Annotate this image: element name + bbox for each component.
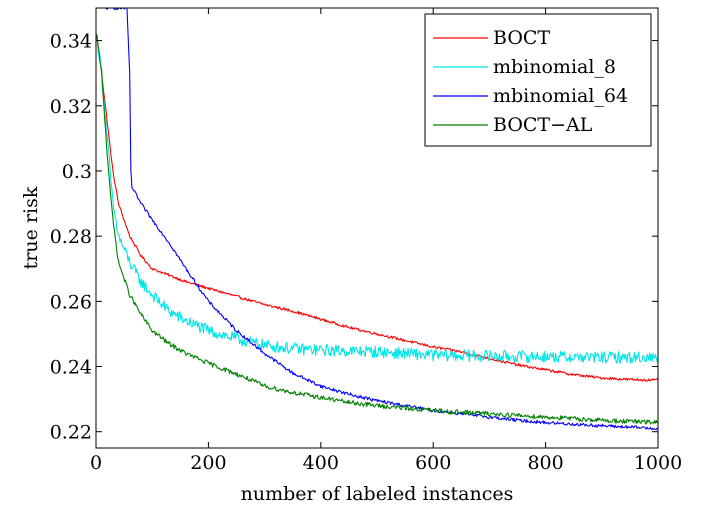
- x-tick-label: 800: [527, 452, 563, 474]
- plot-frame: [95, 7, 659, 449]
- legend: BOCT mbinomial_8 mbinomial_64 BOCT−AL: [424, 13, 652, 147]
- legend-label: BOCT: [493, 27, 550, 49]
- x-tick-label: 0: [90, 452, 102, 474]
- x-axis-label: number of labeled instances: [241, 483, 514, 505]
- series-line: [102, 8, 658, 431]
- x-tick-label: 1000: [634, 452, 682, 474]
- x-axis-ticks: 0 200 400 600 800 1000: [90, 8, 682, 474]
- y-tick-label: 0.28: [50, 226, 92, 248]
- legend-label: BOCT−AL: [493, 114, 593, 136]
- x-tick-label: 200: [190, 452, 226, 474]
- x-tick-label: 400: [303, 452, 339, 474]
- legend-label: mbinomial_64: [493, 85, 628, 107]
- y-tick-label: 0.3: [62, 161, 92, 183]
- x-tick-label: 600: [415, 452, 451, 474]
- y-tick-label: 0.24: [50, 357, 92, 379]
- legend-label: mbinomial_8: [493, 56, 616, 78]
- y-tick-label: 0.22: [50, 422, 92, 444]
- legend-box: [424, 13, 652, 147]
- series-layer: [96, 8, 658, 431]
- y-tick-label: 0.32: [50, 96, 92, 118]
- series-line: [96, 33, 658, 382]
- y-axis-ticks: 0.22 0.24 0.26 0.28 0.3 0.32 0.34: [50, 31, 658, 444]
- y-axis-label: true risk: [20, 186, 42, 269]
- y-tick-label: 0.26: [50, 291, 92, 313]
- series-line: [96, 33, 658, 364]
- series-line: [96, 33, 658, 425]
- y-tick-label: 0.34: [50, 31, 92, 53]
